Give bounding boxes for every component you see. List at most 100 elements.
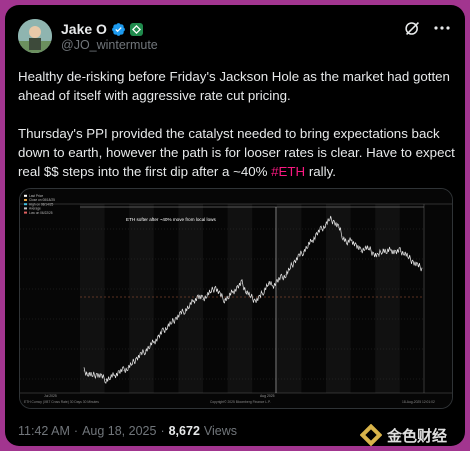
price-point xyxy=(303,250,304,252)
chart-band xyxy=(326,204,351,393)
price-point xyxy=(320,229,322,230)
post-meta: 11:42 AM · Aug 18, 2025 · 8,672 Views xyxy=(18,424,237,438)
price-point xyxy=(96,374,98,375)
tweet-paragraph-2-text: Thursday's PPI provided the catalyst nee… xyxy=(18,126,455,179)
price-point xyxy=(377,256,379,257)
chart-band xyxy=(227,204,253,393)
more-options-icon[interactable] xyxy=(433,19,451,37)
hashtag-link[interactable]: #ETH xyxy=(271,164,306,179)
price-point xyxy=(369,248,370,250)
post-date[interactable]: Aug 18, 2025 xyxy=(82,424,157,438)
legend-swatch xyxy=(24,199,27,201)
price-point xyxy=(83,370,85,372)
price-point xyxy=(355,245,357,247)
chart-footer-left: ETH Curncy (XBT Cross Rate) 30 Days 30 M… xyxy=(24,400,99,404)
author-name-row: Jake O xyxy=(61,20,143,38)
price-point xyxy=(298,256,300,257)
price-point xyxy=(224,299,225,300)
price-point xyxy=(215,287,216,288)
price-point xyxy=(272,285,274,287)
x-tick-label: Aug 2025 xyxy=(260,394,275,398)
views-count: 8,672 xyxy=(168,424,200,438)
price-point xyxy=(250,296,252,297)
price-point xyxy=(162,331,164,332)
price-point xyxy=(232,291,234,292)
legend-label: Close on 08/18/25 xyxy=(29,198,55,202)
chart-band xyxy=(129,204,154,393)
price-point xyxy=(421,267,423,269)
price-point xyxy=(184,309,186,311)
price-point xyxy=(404,252,405,253)
price-point xyxy=(136,357,137,359)
chart-band xyxy=(80,204,105,393)
affiliation-badge-icon[interactable] xyxy=(129,22,143,36)
price-point xyxy=(228,296,230,297)
price-point xyxy=(285,274,287,275)
price-point xyxy=(241,283,243,284)
price-point xyxy=(325,224,326,225)
price-point xyxy=(307,245,309,247)
price-point xyxy=(206,294,208,295)
tweet-paragraph-2-end: rally. xyxy=(305,164,336,179)
price-point xyxy=(167,325,168,327)
price-point xyxy=(189,305,190,307)
grok-icon[interactable] xyxy=(403,19,421,37)
price-point xyxy=(329,218,331,220)
price-point xyxy=(316,234,317,235)
price-point xyxy=(342,236,344,237)
price-point xyxy=(290,267,291,269)
price-point xyxy=(246,291,247,292)
price-point xyxy=(254,300,256,301)
price-point xyxy=(110,377,111,378)
price-point xyxy=(395,252,397,253)
legend-label: Low on 06/22/25 xyxy=(29,211,53,215)
post-time[interactable]: 11:42 AM xyxy=(18,424,70,438)
price-point xyxy=(360,250,361,252)
price-point xyxy=(237,287,238,288)
price-point xyxy=(101,376,102,378)
legend-swatch xyxy=(24,194,27,197)
tweet-text: Healthy de-risking before Friday's Jacks… xyxy=(18,67,456,181)
price-point xyxy=(211,291,212,292)
price-point xyxy=(399,250,401,252)
price-point xyxy=(417,265,418,267)
price-point xyxy=(373,253,375,255)
meta-separator-2: · xyxy=(160,424,165,438)
x-tick-label: Jul 2025 xyxy=(44,394,57,398)
chart-annotation: ETH softer after ~40% move from local lo… xyxy=(126,217,216,222)
price-point xyxy=(259,297,260,299)
verified-badge-icon xyxy=(112,22,125,36)
chart-band xyxy=(375,204,400,393)
author-handle[interactable]: @JO_wintermute xyxy=(61,38,158,52)
watermark-text: 金色财经 xyxy=(386,427,447,445)
chart-footer-center: Copyright© 2025 Bloomberg Finance L.P. xyxy=(210,400,271,404)
author-display-name[interactable]: Jake O xyxy=(61,21,107,37)
price-point xyxy=(145,349,146,351)
price-point xyxy=(333,221,335,222)
price-point xyxy=(386,251,388,253)
legend-swatch xyxy=(24,211,27,214)
avatar[interactable] xyxy=(18,19,52,53)
tweet-paragraph-1: Healthy de-risking before Friday's Jacks… xyxy=(18,69,450,103)
price-point xyxy=(175,317,177,319)
chart-image[interactable]: Last Price Close on 08/18/25 High on 08/14… xyxy=(19,188,453,409)
top-actions xyxy=(403,19,451,37)
price-point xyxy=(347,242,348,244)
price-point xyxy=(149,345,151,347)
price-point xyxy=(114,374,115,376)
price-point xyxy=(281,277,282,279)
price-point xyxy=(171,322,173,324)
legend-swatch xyxy=(24,207,27,210)
price-point xyxy=(132,363,133,364)
legend-label: Last Price xyxy=(29,194,43,198)
price-series-line xyxy=(83,215,423,384)
price-point xyxy=(158,336,159,338)
tweet-paragraph-2: Thursday's PPI provided the catalyst nee… xyxy=(18,124,456,181)
legend-swatch xyxy=(24,203,27,206)
chart-footer-right: 18-Aug-2025 12:01:02 xyxy=(402,400,435,404)
legend-label: Average xyxy=(29,207,41,211)
price-point xyxy=(202,299,203,300)
price-point xyxy=(140,354,142,356)
chart-band xyxy=(276,204,302,393)
